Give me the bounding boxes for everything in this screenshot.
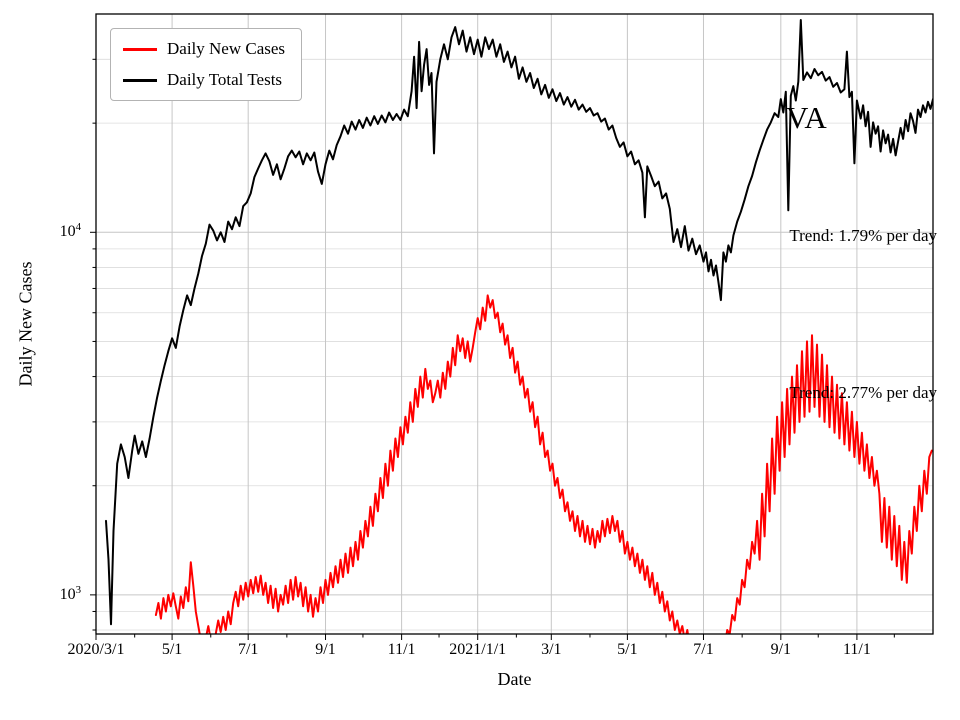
x-tick-label: 11/1 [842, 641, 871, 658]
legend: Daily New Cases Daily Total Tests [110, 28, 303, 101]
x-tick-label: 9/1 [315, 641, 336, 658]
tests-line [105, 19, 933, 626]
legend-line-cases-icon [123, 47, 157, 51]
tests-trend-annotation: Trend: 1.79% per day [789, 226, 937, 245]
x-tick-label: 2020/3/1 [67, 641, 125, 658]
legend-label-cases: Daily New Cases [167, 39, 286, 58]
x-tick-label: 7/1 [237, 641, 259, 658]
y-tick-label: 104 [59, 221, 81, 241]
x-tick-label: 7/1 [693, 641, 714, 658]
cases-trend-annotation: Trend: 2.77% per day [789, 383, 937, 402]
legend-label-tests: Daily Total Tests [167, 70, 283, 89]
legend-line-tests-icon [123, 78, 157, 82]
x-tick-label: 2021/1/1 [449, 641, 507, 658]
x-axis-title: Date [497, 669, 532, 689]
legend-item-cases: Daily New Cases [123, 39, 285, 59]
plot-border [95, 13, 934, 635]
x-tick-label: 11/1 [387, 641, 416, 658]
state-annotation: VA [786, 100, 827, 135]
y-tick-label: 103 [59, 583, 81, 604]
x-tick-label: 5/1 [617, 641, 638, 658]
legend-item-tests: Daily Total Tests [123, 70, 285, 90]
y-axis-title: Daily New Cases [15, 261, 36, 387]
x-tick-label: 5/1 [161, 641, 183, 658]
x-tick-label: 3/1 [541, 641, 562, 658]
cases-line [154, 294, 933, 634]
x-tick-label: 9/1 [770, 641, 792, 658]
